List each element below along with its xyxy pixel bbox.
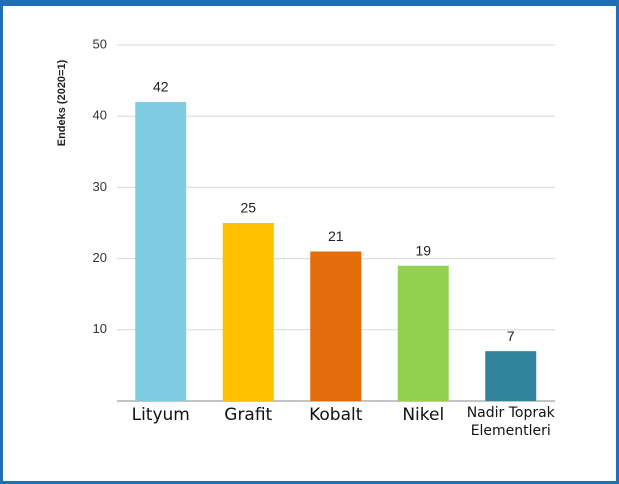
x-tick-label: Grafit xyxy=(224,405,273,425)
y-tick-label: 20 xyxy=(93,250,107,265)
y-axis-label: Endeks (2020=1) xyxy=(56,59,68,146)
x-tick-label-box: Grafit xyxy=(224,405,273,425)
x-tick-label-box: Kobalt xyxy=(309,405,363,425)
x-tick-label: Nadir Toprak Elementleri xyxy=(466,405,555,439)
x-tick-label-box: Lityum xyxy=(131,405,190,425)
x-tick-label-box: Nikel xyxy=(402,405,445,425)
x-tick-label-box: Nadir Toprak Elementleri xyxy=(466,405,555,439)
bar xyxy=(310,251,362,401)
data-label: 42 xyxy=(153,79,169,95)
y-tick-label: 40 xyxy=(93,108,107,123)
bar xyxy=(397,265,449,401)
x-tick-label: Lityum xyxy=(131,405,190,425)
x-tick-label: Nikel xyxy=(402,405,445,425)
x-tick-label: Kobalt xyxy=(309,405,363,425)
data-label: 19 xyxy=(415,242,431,258)
data-label: 25 xyxy=(240,200,256,216)
data-label: 21 xyxy=(328,228,344,244)
bar xyxy=(222,223,274,401)
bar xyxy=(485,351,537,401)
bar xyxy=(135,101,187,402)
y-tick-label: 10 xyxy=(93,321,107,336)
y-tick-label: 50 xyxy=(93,36,107,51)
data-label: 7 xyxy=(507,328,515,344)
y-tick-label: 30 xyxy=(93,179,107,194)
